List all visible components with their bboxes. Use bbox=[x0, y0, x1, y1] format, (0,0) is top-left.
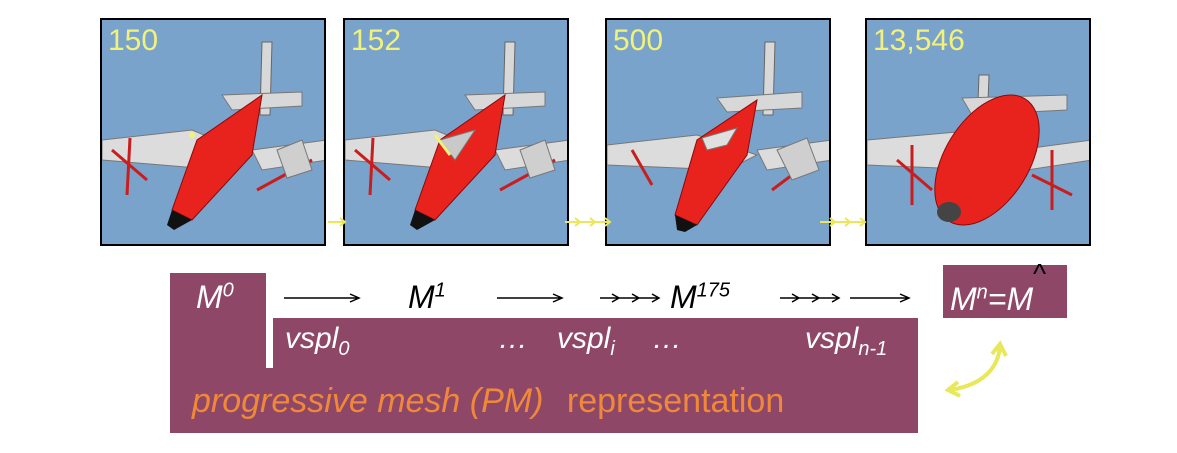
arrow bbox=[850, 293, 911, 303]
triangle-count: 13,546 bbox=[873, 24, 965, 57]
ellipsis-2: … bbox=[652, 322, 682, 355]
mesh-panel-2: 152 bbox=[343, 18, 569, 246]
mesh-panel-1: 150 bbox=[100, 18, 326, 246]
airplane-icon bbox=[345, 41, 567, 230]
vspl0-label: vspl0 bbox=[285, 322, 350, 360]
mesh-panel-3: 500 bbox=[605, 18, 831, 246]
m0-label: M0 bbox=[196, 279, 234, 315]
mn-box bbox=[943, 265, 1067, 318]
mesh-panel-4: 13,546 bbox=[865, 18, 1091, 246]
m1-label: M1 bbox=[408, 279, 446, 315]
transition-arrows bbox=[565, 217, 612, 227]
vspli-label: vspli bbox=[557, 322, 615, 360]
hat-accent: ^ bbox=[1033, 258, 1047, 289]
arrow bbox=[284, 293, 361, 303]
triple-arrow bbox=[780, 293, 841, 303]
transition-arrow bbox=[328, 217, 347, 227]
triangle-count: 152 bbox=[351, 24, 402, 57]
caption-box bbox=[170, 368, 918, 433]
airplane-icon bbox=[607, 41, 829, 232]
triangle-count: 500 bbox=[613, 24, 664, 57]
transition-arrows bbox=[820, 217, 867, 227]
caption-italic: progressive mesh (PM) bbox=[192, 382, 544, 420]
caption: progressive mesh (PM) representation bbox=[192, 382, 784, 421]
double-arrow-icon bbox=[944, 340, 1008, 398]
ellipsis-1: … bbox=[498, 322, 528, 355]
mn-label: Mn=M bbox=[950, 281, 1034, 317]
arrow bbox=[497, 293, 564, 303]
vspln-label: vspln-1 bbox=[805, 322, 888, 360]
m175-label: M175 bbox=[670, 279, 731, 315]
airplane-icon bbox=[102, 41, 324, 230]
airplane-icon bbox=[867, 74, 1089, 226]
caption-plain: representation bbox=[566, 382, 785, 420]
vspl-box bbox=[273, 318, 918, 368]
triple-arrow bbox=[600, 293, 661, 303]
triangle-count: 150 bbox=[108, 24, 159, 57]
